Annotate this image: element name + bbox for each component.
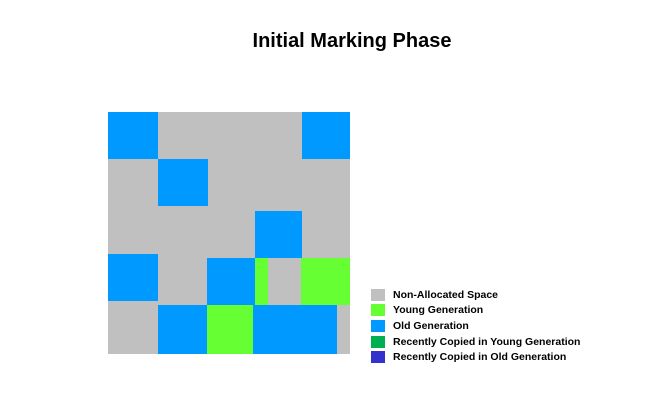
young-region [301, 258, 350, 305]
legend-swatch-non-allocated [371, 288, 385, 301]
legend-swatch-young-generation [371, 304, 385, 317]
legend-label-young-generation: Young Generation [393, 304, 484, 317]
legend-label-non-allocated: Non-Allocated Space [393, 288, 499, 301]
old-region [108, 254, 158, 301]
legend-swatch-recent-old [371, 351, 385, 364]
old-region [207, 258, 255, 305]
legend-label-old-generation: Old Generation [393, 319, 469, 332]
legend-swatch-old-generation [371, 319, 385, 332]
heap-grid [108, 112, 350, 354]
legend-swatch-recent-young [371, 335, 385, 348]
legend-item-young-generation: Young Generation [371, 303, 580, 319]
legend-label-recent-young: Recently Copied in Young Generation [393, 335, 581, 348]
legend-item-old-generation: Old Generation [371, 318, 580, 334]
legend-label-recent-old: Recently Copied in Old Generation [393, 351, 567, 364]
old-region [158, 159, 208, 206]
old-region [255, 211, 302, 258]
old-region [253, 305, 337, 354]
young-region [255, 258, 268, 305]
old-region [158, 305, 207, 354]
old-region [108, 112, 158, 159]
legend-item-non-allocated: Non-Allocated Space [371, 287, 580, 303]
legend-item-recent-young: Recently Copied in Young Generation [371, 334, 580, 350]
young-region [207, 305, 253, 354]
legend: Non-Allocated Space Young Generation Old… [371, 287, 580, 365]
old-region [302, 112, 350, 159]
diagram-title: Initial Marking Phase [252, 30, 452, 52]
legend-item-recent-old: Recently Copied in Old Generation [371, 349, 580, 365]
